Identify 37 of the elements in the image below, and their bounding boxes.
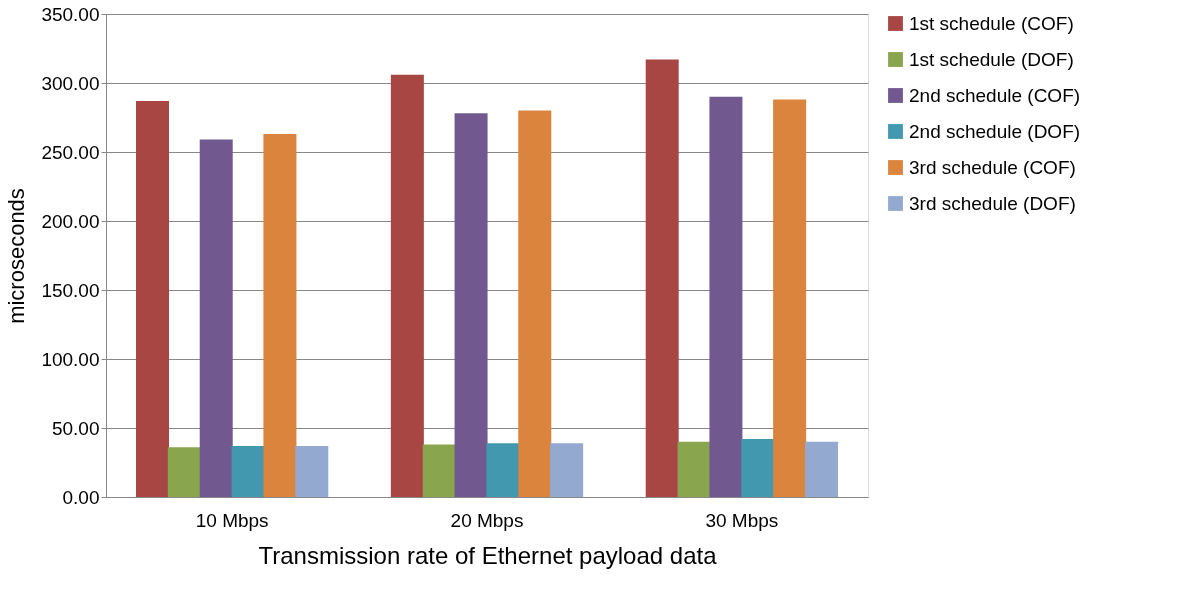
y-tick-label: 200.00 [41,210,100,232]
x-tick-label: 20 Mbps [450,509,524,531]
bar [677,441,711,497]
bar [709,96,743,497]
x-tick-label: 10 Mbps [195,509,269,531]
y-tick-label: 300.00 [41,72,100,94]
y-tick-label: 350.00 [41,3,100,25]
bar [645,59,679,497]
y-tick-label: 100.00 [41,348,100,370]
bar [773,99,807,497]
y-tick-label: 50.00 [51,417,100,439]
legend-label: 3rd schedule (COF) [909,156,1076,178]
bar [550,443,584,497]
bar [167,447,201,497]
legend-label: 2nd schedule (COF) [909,84,1081,106]
legend-label: 1st schedule (DOF) [909,48,1074,70]
legend-label: 2nd schedule (DOF) [909,120,1081,142]
bar [231,445,265,497]
bar [804,441,838,497]
bar [263,134,297,497]
y-axis-title: microseconds [4,188,30,324]
x-tick-label: 30 Mbps [705,509,779,531]
legend-label: 3rd schedule (DOF) [909,192,1076,214]
bar [390,74,424,497]
x-axis-title: Transmission rate of Ethernet payload data [258,541,718,569]
y-tick-label: 0.00 [62,486,100,508]
bar [199,139,233,497]
bar [422,444,456,497]
bar [741,439,775,497]
y-tick-label: 150.00 [41,279,100,301]
legend-label: 1st schedule (COF) [909,12,1074,34]
bar [136,100,170,497]
bar [295,445,329,497]
bar [454,113,488,497]
y-tick-label: 250.00 [41,141,100,163]
bar [518,110,552,497]
bar [486,443,520,497]
